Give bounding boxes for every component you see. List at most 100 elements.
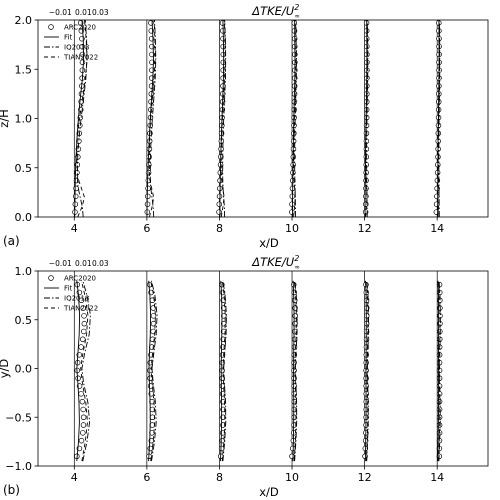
line-tian2022 [80,280,89,462]
marker-arc2020 [73,185,79,192]
scale-tick-label: −0.01 [49,8,72,17]
line-fit [76,280,81,462]
x-tick-label: 12 [358,222,372,235]
scale-tick-label: 0.03 [92,8,109,17]
marker-arc2020 [145,193,151,200]
line-fit [292,280,295,462]
line-fit [292,19,296,218]
x-tick-label: 8 [216,222,223,235]
plot-frame [37,19,489,218]
plot-frame [37,270,489,467]
x-tick-label: 4 [71,222,78,235]
marker-arc2020 [78,344,84,350]
x-axis-label: x/D [259,236,279,250]
chart-title: ΔTKE/U2 ∞ [251,254,300,271]
marker-arc2020 [216,193,223,200]
y-tick-label: 0.5 [15,162,33,175]
panel-b: 4 6 8 10 12 14 −1.0 −0.5 0.0 0.5 1.0 x/D y/D (b) −0.01… [0,254,489,499]
panel-label: (b) [3,483,20,497]
marker-arc2020 [81,320,88,327]
scale-tick-label: 0.01 [75,8,92,17]
scale-tick-label: −0.01 [49,259,72,268]
marker-arc2020 [289,453,295,460]
x-tick-label: 14 [430,471,444,484]
legend: ARC2020 Fit IQ2018 TIAN2022 [44,24,98,62]
marker-arc2020 [80,430,86,436]
marker-arc2020 [80,406,86,413]
line-tian2022 [293,19,297,218]
panel-a: 4 6 8 10 12 140.00.51.01.52.0x/Dz/H(a)−0.01 0.… [0,3,489,250]
marker-arc2020 [80,336,86,343]
line-tian2022 [365,280,369,462]
marker-arc2020 [216,209,222,215]
marker-arc2020 [81,313,87,319]
legend-marker-arc2020 [48,24,54,30]
legend: ARC2020 Fit IQ2018 TIAN2022 [44,275,98,313]
x-tick-label: 10 [285,222,299,235]
marker-arc2020 [145,185,151,192]
y-axis-label: z/H [0,109,11,128]
scale-tick-label: 0.03 [92,259,109,268]
marker-arc2020 [79,67,86,73]
line-fit [437,280,440,462]
scale-tick-label: 0.01 [75,259,92,268]
x-tick-label: 6 [143,222,150,235]
legend-label: ARC2020 [64,275,96,283]
x-tick-label: 14 [430,222,444,235]
legend-label: TIAN2022 [63,54,98,62]
line-tian2022 [221,280,226,462]
marker-arc2020 [216,201,223,207]
marker-arc2020 [80,422,87,428]
line-tian2022 [148,19,156,218]
marker-arc2020 [289,209,295,215]
line-iq2018 [222,280,227,462]
line-fit [364,280,367,462]
marker-arc2020 [289,201,295,207]
x-tick-label: 10 [285,471,299,484]
y-tick-label: 0.0 [15,363,33,376]
y-tick-label: 0.0 [15,211,33,224]
line-tian2022 [150,280,156,462]
y-tick-label: −0.5 [5,411,32,424]
y-tick-label: 1.0 [15,113,33,126]
marker-arc2020 [148,75,155,81]
x-tick-label: 6 [143,471,150,484]
marker-arc2020 [433,201,440,207]
line-iq2018 [81,280,91,462]
y-tick-label: 0.5 [15,314,33,327]
marker-arc2020 [75,375,81,382]
marker-arc2020 [150,313,157,319]
marker-arc2020 [79,398,86,405]
y-tick-label: −1.0 [5,460,32,473]
legend-label: Fit [64,34,72,42]
chart-title: ΔTKE/U2 ∞ [251,3,300,20]
line-iq2018 [222,19,227,218]
y-tick-label: 1.5 [15,63,33,76]
line-tian2022 [438,280,441,462]
x-tick-label: 4 [71,471,78,484]
legend-label: ARC2020 [64,24,96,32]
x-tick-label: 8 [216,471,223,484]
x-axis-label: x/D [259,485,279,499]
line-iq2018 [149,19,157,218]
marker-arc2020 [81,328,87,335]
line-tian2022 [437,19,441,218]
line-tian2022 [365,19,368,218]
x-tick-label: 12 [358,471,372,484]
marker-arc2020 [147,445,154,452]
marker-arc2020 [78,437,85,444]
line-tian2022 [220,19,226,218]
legend-label: TIAN2022 [63,305,98,313]
legend-marker-arc2020 [48,275,54,281]
panel-label: (a) [3,234,20,248]
marker-arc2020 [80,305,86,311]
legend-label: Fit [64,285,72,293]
line-iq2018 [151,280,158,462]
line-tian2022 [293,280,297,462]
line-fit [74,19,85,218]
legend-label: IQ2018 [64,44,89,52]
marker-arc2020 [80,414,87,421]
marker-arc2020 [72,193,79,200]
marker-arc2020 [149,398,155,405]
